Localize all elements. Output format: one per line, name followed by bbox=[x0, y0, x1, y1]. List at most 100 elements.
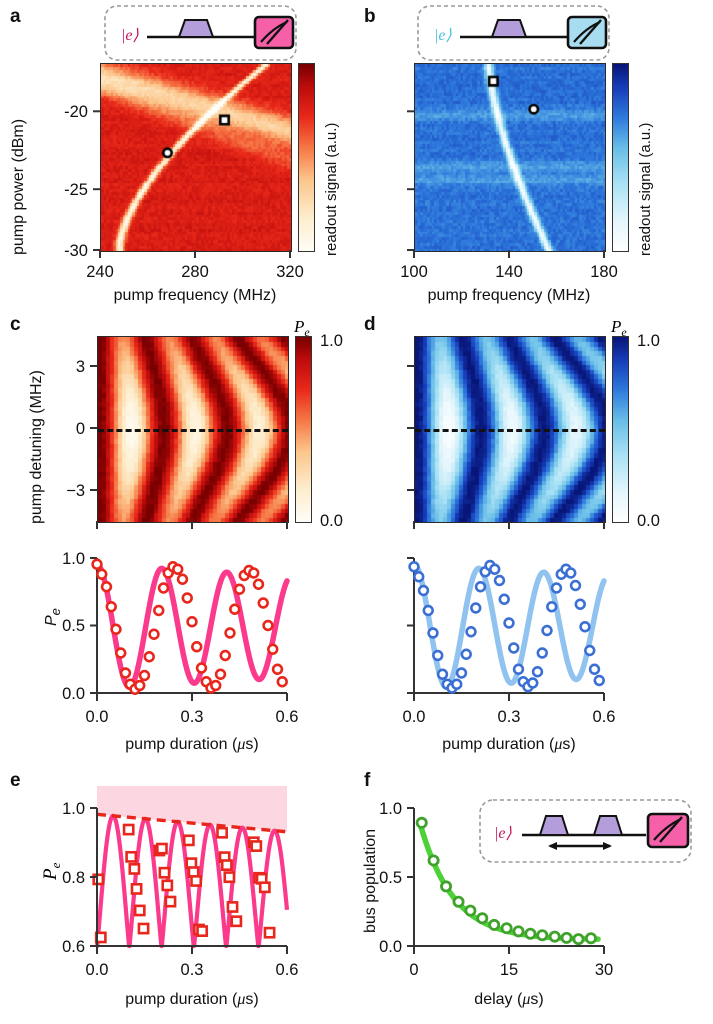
data-point bbox=[229, 603, 241, 615]
meter-needle-a bbox=[266, 19, 289, 45]
panel-c-line-xlabel: pump duration (μs) bbox=[125, 736, 258, 753]
colorbar-c-tick-bottom: 0.0 bbox=[320, 512, 343, 530]
panel-b-label: b bbox=[364, 6, 376, 27]
decay-envelope-dashed bbox=[96, 812, 288, 834]
data-point bbox=[172, 563, 184, 575]
data-point bbox=[223, 871, 236, 884]
panel-e-plot: Pe 1.0 0.8 0.6 0.0 0.3 0.6 pump duration… bbox=[40, 786, 299, 1008]
xtick-a-label-1: 280 bbox=[181, 263, 209, 281]
xtick-b-label-1: 140 bbox=[495, 263, 523, 281]
heatmap-d bbox=[414, 336, 606, 523]
panel-d-lineplot: 0.0 0.3 0.6 pump duration (μs) bbox=[403, 557, 615, 753]
data-point bbox=[565, 567, 577, 579]
heatmap-a-canvas bbox=[101, 64, 291, 251]
panel-f-plot: bus population 1.0 0.5 0.0 0 15 30 delay… bbox=[362, 800, 613, 1008]
panel-e: e Pe 1.0 0.8 0.6 0.0 0.3 0.6 pump durati… bbox=[0, 768, 356, 1024]
data-point bbox=[415, 816, 428, 829]
data-point bbox=[422, 604, 434, 617]
data-point bbox=[186, 616, 198, 628]
data-point bbox=[584, 932, 597, 945]
xtick-f-label-1: 15 bbox=[500, 961, 518, 979]
state-label-a: |e⟩ bbox=[121, 27, 140, 44]
data-point bbox=[579, 621, 591, 633]
data-point bbox=[137, 922, 150, 935]
data-point bbox=[508, 642, 520, 654]
xtick-a-label-2: 320 bbox=[276, 263, 304, 281]
meter-needle-f bbox=[659, 816, 683, 843]
colorbar-d-title: Pe bbox=[610, 317, 627, 339]
data-point bbox=[105, 601, 117, 613]
panel-c-data-series bbox=[91, 558, 290, 695]
pump-pulse-b bbox=[490, 19, 528, 38]
data-point bbox=[156, 842, 168, 855]
xtick-dl-label-1: 0.3 bbox=[498, 708, 521, 726]
panel-c-axes: 3 0 −3 bbox=[66, 358, 288, 529]
data-point bbox=[220, 859, 233, 871]
ytick-e-label-2: 1.0 bbox=[62, 800, 85, 818]
data-point bbox=[464, 904, 477, 917]
data-point bbox=[110, 623, 122, 635]
panel-d-line-xlabel: pump duration (μs) bbox=[442, 736, 575, 753]
state-label-b: |e⟩ bbox=[434, 27, 453, 44]
panel-a-xlabel: pump frequency (MHz) bbox=[114, 287, 277, 304]
ytick-c-label-0: 3 bbox=[76, 358, 85, 376]
panel-f: f bus population 1.0 0.5 0.0 0 15 30 del… bbox=[356, 768, 713, 1024]
xtick-b-label-0: 100 bbox=[400, 263, 428, 281]
data-point bbox=[413, 571, 425, 583]
data-point bbox=[498, 593, 510, 605]
colorbar-b bbox=[612, 63, 629, 252]
data-point bbox=[143, 651, 155, 663]
xtick-e-label-1: 0.3 bbox=[181, 961, 204, 979]
data-point bbox=[436, 668, 449, 680]
panel-c-lineplot: Pe 1.0 0.5 0.0 0.0 0.3 0.6 pump duration… bbox=[43, 550, 299, 753]
xtick-cl-label-1: 0.3 bbox=[181, 708, 204, 726]
data-point bbox=[153, 604, 165, 617]
data-point bbox=[230, 915, 243, 928]
data-point bbox=[512, 925, 525, 938]
ytick-a-label-0: -20 bbox=[64, 103, 88, 121]
colorbar-c-text: Pe 1.0 0.0 bbox=[293, 317, 343, 530]
meter-needle-b bbox=[579, 19, 602, 45]
data-point bbox=[527, 677, 539, 689]
ytick-f-label-0: 0.0 bbox=[379, 938, 402, 956]
data-point bbox=[196, 925, 209, 937]
data-point bbox=[195, 662, 208, 674]
colorbar-d-canvas bbox=[613, 337, 628, 522]
panel-c-ylabel-svg: pump detuning (MHz) bbox=[28, 370, 45, 524]
data-point bbox=[263, 926, 276, 939]
colorbar-c-title: Pe bbox=[293, 317, 310, 339]
pump-pulse-a bbox=[177, 19, 215, 38]
envelope-shaded-region bbox=[97, 786, 287, 832]
data-point bbox=[531, 666, 544, 678]
data-point bbox=[451, 678, 463, 690]
panel-e-label: e bbox=[10, 770, 21, 791]
data-point bbox=[252, 578, 265, 590]
data-point bbox=[96, 568, 108, 580]
panel-c-line-ylabel: Pe bbox=[43, 608, 63, 626]
pump-pulse-f-1 bbox=[538, 815, 570, 836]
heatmap-a bbox=[100, 63, 292, 252]
data-point bbox=[115, 647, 127, 659]
data-point bbox=[262, 619, 274, 632]
data-point bbox=[440, 880, 453, 893]
panel-f-label: f bbox=[364, 770, 371, 791]
ytick-e-label-0: 0.6 bbox=[62, 938, 85, 956]
data-point bbox=[455, 667, 468, 679]
xtick-cl-label-2: 0.6 bbox=[276, 708, 299, 726]
data-point bbox=[138, 669, 151, 682]
readout-meter-f bbox=[646, 812, 690, 849]
data-point bbox=[548, 930, 561, 943]
colorbar-b-canvas bbox=[613, 64, 628, 251]
data-point bbox=[210, 679, 222, 692]
ytick-f-label-1: 0.5 bbox=[379, 869, 402, 887]
ytick-cl-label-0: 0.0 bbox=[62, 685, 85, 703]
colorbar-d-tick-top: 1.0 bbox=[637, 332, 660, 350]
data-point bbox=[190, 875, 203, 887]
panel-b-xlabel: pump frequency (MHz) bbox=[428, 287, 591, 304]
panel-b: b |e⟩ 100 140 180 pump frequency (MHz) r… bbox=[356, 0, 713, 305]
xtick-e-label-2: 0.6 bbox=[276, 961, 299, 979]
panel-f-data-series bbox=[415, 816, 601, 946]
ytick-a-label-2: -30 bbox=[64, 242, 88, 260]
data-point bbox=[92, 873, 105, 886]
ytick-cl-label-2: 1.0 bbox=[62, 550, 85, 568]
